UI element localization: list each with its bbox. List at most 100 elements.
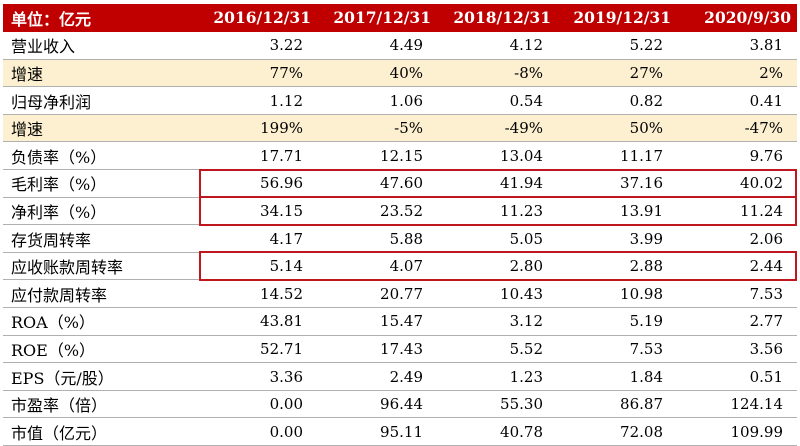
table-row: 毛利率（%） 56.96 47.60 41.94 37.16 40.02 bbox=[3, 170, 797, 198]
cell-value: 5.88 bbox=[389, 229, 423, 248]
cell-value: 1.23 bbox=[509, 367, 543, 386]
cell-value: 124.14 bbox=[730, 395, 784, 414]
cell-value: 56.96 bbox=[260, 174, 303, 193]
cell-value: 11.24 bbox=[740, 201, 783, 220]
cell-value: 10.43 bbox=[500, 284, 543, 303]
row-label: 市盈率（倍） bbox=[11, 396, 108, 416]
cell-value: 2.77 bbox=[749, 312, 783, 331]
cell-value: 27% bbox=[557, 59, 677, 87]
table-row: 增速 199% -5% -49% 50% -47% bbox=[3, 114, 797, 142]
table-row: 存货周转率 4.17 5.88 5.05 3.99 2.06 bbox=[3, 225, 797, 253]
cell-value: 2.80 bbox=[509, 257, 543, 276]
cell-value: 37.16 bbox=[620, 174, 663, 193]
row-label: 负债率（%） bbox=[11, 147, 107, 167]
cell-value: 40.78 bbox=[500, 422, 543, 441]
cell-value: -47% bbox=[677, 114, 797, 142]
table-row: EPS（元/股） 3.36 2.49 1.23 1.84 0.51 bbox=[3, 363, 797, 391]
row-label: 市值（亿元） bbox=[11, 423, 108, 443]
cell-value: 77% bbox=[197, 59, 317, 87]
cell-value: 14.52 bbox=[260, 284, 303, 303]
table-row: ROA（%） 43.81 15.47 3.12 5.19 2.77 bbox=[3, 308, 797, 336]
cell-value: 15.47 bbox=[380, 312, 423, 331]
cell-value: 20.77 bbox=[380, 284, 423, 303]
cell-value: 2.06 bbox=[749, 229, 783, 248]
cell-value: -5% bbox=[317, 114, 437, 142]
cell-value: 5.05 bbox=[509, 229, 543, 248]
row-label: 增速 bbox=[3, 114, 197, 142]
cell-value: 3.36 bbox=[269, 367, 303, 386]
cell-value: 3.22 bbox=[269, 36, 303, 55]
cell-value: 11.23 bbox=[500, 201, 543, 220]
table-row: 市值（亿元） 0.00 95.11 40.78 72.08 109.99 bbox=[3, 418, 797, 446]
cell-value: 55.30 bbox=[500, 395, 543, 414]
header-unit-label: 单位：亿元 bbox=[3, 4, 197, 32]
cell-value: 96.44 bbox=[380, 395, 423, 414]
cell-value: 40.02 bbox=[740, 174, 783, 193]
table-row: 归母净利润 1.12 1.06 0.54 0.82 0.41 bbox=[3, 87, 797, 115]
row-label: 营业收入 bbox=[11, 37, 76, 57]
cell-value: 17.43 bbox=[380, 339, 423, 358]
cell-value: 23.52 bbox=[380, 201, 423, 220]
cell-value: 5.22 bbox=[629, 36, 663, 55]
row-label: 净利率（%） bbox=[11, 202, 107, 222]
cell-value: 12.15 bbox=[380, 146, 423, 165]
cell-value: 0.00 bbox=[269, 395, 303, 414]
table-row: 应收账款周转率 5.14 4.07 2.80 2.88 2.44 bbox=[3, 252, 797, 280]
cell-value: -8% bbox=[437, 59, 557, 87]
cell-value: 0.00 bbox=[269, 422, 303, 441]
cell-value: 2% bbox=[677, 59, 797, 87]
cell-value: 4.17 bbox=[269, 229, 303, 248]
row-label: 增速 bbox=[3, 59, 197, 87]
cell-value: 52.71 bbox=[260, 339, 303, 358]
header-column-date: 2017/12/31 bbox=[317, 4, 437, 32]
cell-value: 11.17 bbox=[620, 146, 663, 165]
cell-value: 17.71 bbox=[260, 146, 303, 165]
cell-value: 199% bbox=[197, 114, 317, 142]
cell-value: 72.08 bbox=[620, 422, 663, 441]
table-row: 净利率（%） 34.15 23.52 11.23 13.91 11.24 bbox=[3, 197, 797, 225]
cell-value: 0.54 bbox=[509, 91, 543, 110]
cell-value: 86.87 bbox=[620, 395, 663, 414]
cell-value: 47.60 bbox=[380, 174, 423, 193]
table-header-row: 单位：亿元 2016/12/31 2017/12/31 2018/12/31 2019/… bbox=[3, 4, 797, 32]
cell-value: 7.53 bbox=[629, 339, 663, 358]
financial-data-table: 单位：亿元 2016/12/31 2017/12/31 2018/12/31 2019/… bbox=[3, 4, 797, 446]
cell-value: 13.04 bbox=[500, 146, 543, 165]
table-row: ROE（%） 52.71 17.43 5.52 7.53 3.56 bbox=[3, 335, 797, 363]
cell-value: 5.19 bbox=[629, 312, 663, 331]
header-column-date: 2020/9/30 bbox=[677, 4, 797, 32]
cell-value: 3.81 bbox=[749, 36, 783, 55]
cell-value: 0.41 bbox=[749, 91, 783, 110]
cell-value: 2.44 bbox=[749, 257, 783, 276]
cell-value: 4.07 bbox=[389, 257, 423, 276]
cell-value: 109.99 bbox=[730, 422, 784, 441]
cell-value: 2.88 bbox=[629, 257, 663, 276]
row-label: 存货周转率 bbox=[11, 230, 92, 250]
cell-value: 3.99 bbox=[629, 229, 663, 248]
cell-value: 9.76 bbox=[749, 146, 783, 165]
header-column-date: 2019/12/31 bbox=[557, 4, 677, 32]
cell-value: 40% bbox=[317, 59, 437, 87]
cell-value: 0.51 bbox=[749, 367, 783, 386]
cell-value: 1.06 bbox=[389, 91, 423, 110]
table-row: 负债率（%） 17.71 12.15 13.04 11.17 9.76 bbox=[3, 142, 797, 170]
cell-value: -49% bbox=[437, 114, 557, 142]
cell-value: 41.94 bbox=[500, 174, 543, 193]
table-body: 营业收入 3.22 4.49 4.12 5.22 3.81 增速 77% 40% -8% 27% 2%… bbox=[3, 32, 797, 446]
row-label: 应收账款周转率 bbox=[11, 258, 124, 278]
row-label: ROE（%） bbox=[11, 340, 96, 360]
table-row: 市盈率（倍） 0.00 96.44 55.30 86.87 124.14 bbox=[3, 390, 797, 418]
cell-value: 2.49 bbox=[389, 367, 423, 386]
cell-value: 0.82 bbox=[629, 91, 663, 110]
cell-value: 43.81 bbox=[260, 312, 303, 331]
table-row: 应付款周转率 14.52 20.77 10.43 10.98 7.53 bbox=[3, 280, 797, 308]
cell-value: 4.49 bbox=[389, 36, 423, 55]
table-row: 营业收入 3.22 4.49 4.12 5.22 3.81 bbox=[3, 32, 797, 60]
row-label: EPS（元/股） bbox=[11, 368, 114, 388]
cell-value: 10.98 bbox=[620, 284, 663, 303]
cell-value: 1.84 bbox=[629, 367, 663, 386]
cell-value: 7.53 bbox=[749, 284, 783, 303]
cell-value: 3.56 bbox=[749, 339, 783, 358]
row-label: 应付款周转率 bbox=[11, 285, 108, 305]
cell-value: 5.52 bbox=[509, 339, 543, 358]
